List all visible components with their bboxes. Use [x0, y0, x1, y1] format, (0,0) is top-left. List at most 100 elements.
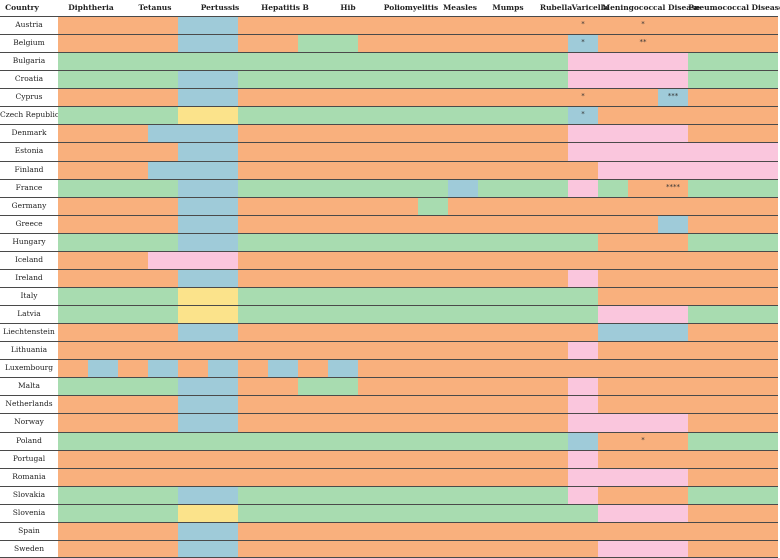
column-header: Hib [340, 3, 356, 12]
schedule-cell [208, 359, 238, 378]
schedule-cell [568, 485, 598, 504]
country-label: Spain [18, 525, 40, 535]
schedule-cell [88, 359, 118, 378]
schedule-cell [178, 142, 238, 161]
country-label: Germany [11, 200, 47, 210]
schedule-cell [238, 539, 598, 558]
row-separator [0, 287, 778, 288]
column-header: Varicella [571, 3, 609, 12]
schedule-cell [58, 521, 178, 540]
schedule-cell [568, 395, 598, 414]
row-separator [0, 179, 778, 180]
schedule-cell [238, 250, 778, 269]
schedule-cell [58, 268, 178, 287]
schedule-cell [178, 305, 238, 324]
column-header: Pertussis [200, 3, 240, 12]
country-label: Belgium [13, 38, 45, 48]
row-separator [0, 432, 778, 433]
schedule-cell [58, 178, 178, 197]
schedule-cell [448, 178, 478, 197]
schedule-cell [568, 431, 598, 450]
column-header: Country [5, 3, 39, 12]
row-separator [0, 161, 778, 162]
schedule-cell [568, 341, 598, 360]
schedule-cell [58, 467, 568, 486]
schedule-cell [238, 196, 418, 215]
schedule-cell [118, 359, 148, 378]
row-separator [0, 413, 778, 414]
row-separator [0, 88, 778, 89]
schedule-cell [688, 70, 778, 89]
footnote-marker: * [581, 110, 585, 119]
schedule-cell [58, 539, 178, 558]
schedule-cell [568, 34, 598, 53]
schedule-cell [688, 124, 778, 143]
schedule-cell [568, 413, 688, 432]
footnote-marker: * [581, 92, 585, 101]
column-header: Tetanus [138, 3, 172, 12]
schedule-cell [178, 395, 238, 414]
schedule-cell [58, 359, 88, 378]
schedule-cell [178, 377, 238, 396]
schedule-cell [238, 395, 568, 414]
country-label: Cyprus [15, 92, 43, 102]
column-header: Pneumococcal Disease [688, 3, 780, 12]
schedule-cell [178, 485, 238, 504]
schedule-cell [298, 359, 328, 378]
country-label: Hungary [12, 236, 46, 246]
schedule-cell [298, 377, 358, 396]
country-label: Ireland [15, 272, 43, 282]
schedule-cell [238, 16, 778, 35]
column-header: Measles [443, 3, 477, 12]
schedule-cell [598, 287, 778, 306]
schedule-cell [418, 196, 448, 215]
schedule-cell [58, 341, 568, 360]
schedule-cell [598, 485, 688, 504]
schedule-cell [178, 323, 238, 342]
footnote-marker: **** [666, 182, 680, 191]
schedule-cell [598, 377, 778, 396]
row-separator [0, 16, 778, 17]
schedule-cell [688, 503, 778, 522]
schedule-cell [688, 88, 778, 107]
column-header: Poliomyelitis [383, 3, 439, 12]
country-label: Iceland [14, 254, 44, 264]
schedule-cell [238, 485, 568, 504]
schedule-cell [568, 106, 598, 125]
footnote-marker: ** [639, 38, 647, 47]
row-separator [0, 450, 778, 451]
schedule-cell [688, 305, 778, 324]
schedule-cell [598, 449, 778, 468]
country-label: Bulgaria [12, 56, 46, 66]
schedule-cell [358, 377, 568, 396]
schedule-cell [598, 305, 688, 324]
schedule-cell [178, 106, 238, 125]
country-label: Netherlands [5, 399, 53, 409]
row-separator [0, 269, 778, 270]
schedule-cell [58, 503, 178, 522]
row-separator [0, 540, 778, 541]
schedule-cell [58, 34, 178, 53]
row-separator [0, 377, 778, 378]
schedule-cell [58, 377, 178, 396]
schedule-cell [688, 52, 778, 71]
schedule-cell [58, 70, 178, 89]
schedule-cell [598, 341, 778, 360]
schedule-cell [178, 88, 238, 107]
schedule-cell [688, 214, 778, 233]
schedule-cell [58, 449, 568, 468]
row-separator [0, 395, 778, 396]
row-separator [0, 70, 778, 71]
schedule-cell [178, 16, 238, 35]
footnote-marker: * [581, 38, 585, 47]
schedule-cell [58, 214, 178, 233]
country-label: Czech Republic [0, 110, 60, 120]
row-separator [0, 106, 778, 107]
schedule-cell [238, 178, 448, 197]
schedule-cell [58, 395, 178, 414]
schedule-cell [58, 485, 178, 504]
schedule-cell [58, 196, 178, 215]
schedule-cell [58, 106, 178, 125]
schedule-cell [568, 52, 688, 71]
country-label: Slovenia [12, 507, 46, 517]
